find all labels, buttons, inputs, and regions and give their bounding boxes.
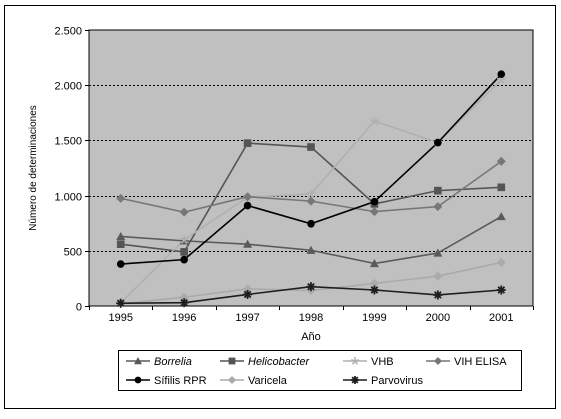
data-point <box>243 289 253 299</box>
x-tick-label: 2001 <box>489 312 513 324</box>
legend-label: Borrelia <box>154 356 192 368</box>
data-point <box>496 257 506 267</box>
legend-item: Parvovirus <box>343 375 423 387</box>
data-point <box>116 260 125 268</box>
x-tick-labels: 1995 1996 1997 1998 1999 2000 2001 <box>108 312 513 324</box>
data-point <box>306 189 316 199</box>
legend-label: VHB <box>371 356 394 368</box>
data-point <box>369 207 379 217</box>
data-point <box>243 192 253 202</box>
legend-marker <box>228 376 236 384</box>
legend-item: VHB <box>343 356 394 368</box>
data-point <box>116 231 126 241</box>
data-point <box>180 255 188 264</box>
legend-marker <box>134 376 142 384</box>
data-point <box>433 202 443 212</box>
data-point <box>434 186 442 195</box>
legend-item: VIH ELISA <box>426 356 507 368</box>
series-markers <box>116 70 506 309</box>
data-point <box>433 271 443 281</box>
data-point <box>306 245 316 254</box>
legend-marker <box>351 376 359 384</box>
plot-area <box>88 29 534 307</box>
data-point <box>243 201 252 210</box>
y-tick-label: 1.000 <box>54 192 82 204</box>
data-point <box>497 183 506 192</box>
data-point <box>369 285 379 295</box>
data-point <box>369 278 379 288</box>
data-point <box>116 298 126 308</box>
y-axis-title: Número de determinaciones <box>28 105 39 231</box>
axes <box>85 30 534 310</box>
x-tick-label: 1996 <box>172 312 196 324</box>
legend-item: Sífilis RPR <box>126 375 207 387</box>
legend-item: Varicela <box>220 375 288 387</box>
x-tick-label: 1997 <box>235 312 259 324</box>
data-point <box>306 196 316 206</box>
data-point <box>433 248 443 257</box>
legend: Borrelia Helicobacter VHB VIH ELISA Sífilis … <box>126 356 507 387</box>
data-point <box>496 285 506 295</box>
y-tick-labels: 0 500 1.000 1.500 2.000 2.500 <box>54 26 82 314</box>
data-point <box>179 298 189 308</box>
data-point <box>179 207 189 217</box>
data-point <box>433 290 443 300</box>
legend-label: Parvovirus <box>371 375 423 387</box>
legend-label: VIH ELISA <box>454 356 507 368</box>
data-point <box>180 248 188 256</box>
legend-item: Borrelia <box>126 356 192 368</box>
data-point <box>116 193 126 203</box>
y-tick-label: 2.000 <box>54 81 82 93</box>
data-point <box>116 240 125 249</box>
x-tick-label: 1995 <box>108 312 132 324</box>
legend-marker <box>134 357 142 365</box>
data-point <box>306 282 316 292</box>
data-point <box>307 143 315 151</box>
data-point <box>369 258 379 268</box>
x-tick-label: 1998 <box>299 312 323 324</box>
data-point <box>434 138 442 147</box>
data-point <box>307 219 315 228</box>
legend-label: Sífilis RPR <box>154 375 207 387</box>
data-point <box>496 212 506 221</box>
y-tick-label: 0 <box>76 302 82 314</box>
x-tick-label: 2000 <box>426 312 450 324</box>
legend-item: Helicobacter <box>220 356 310 368</box>
y-tick-label: 2.500 <box>54 26 82 38</box>
legend-box <box>118 350 522 391</box>
data-point <box>370 197 379 206</box>
legend-label: Varicela <box>248 375 288 387</box>
y-tick-label: 500 <box>64 247 82 259</box>
legend-marker <box>228 357 236 365</box>
data-point <box>243 239 253 248</box>
legend-marker <box>350 357 360 365</box>
y-tick-label: 1.500 <box>54 136 82 148</box>
data-point <box>179 235 189 244</box>
legend-label: Helicobacter <box>248 356 310 368</box>
data-point <box>496 156 506 166</box>
data-point <box>243 139 252 147</box>
data-point <box>369 116 379 126</box>
legend-marker <box>434 357 442 365</box>
x-axis-title: Año <box>301 331 321 343</box>
data-point <box>497 70 506 78</box>
x-tick-label: 1999 <box>362 312 386 324</box>
